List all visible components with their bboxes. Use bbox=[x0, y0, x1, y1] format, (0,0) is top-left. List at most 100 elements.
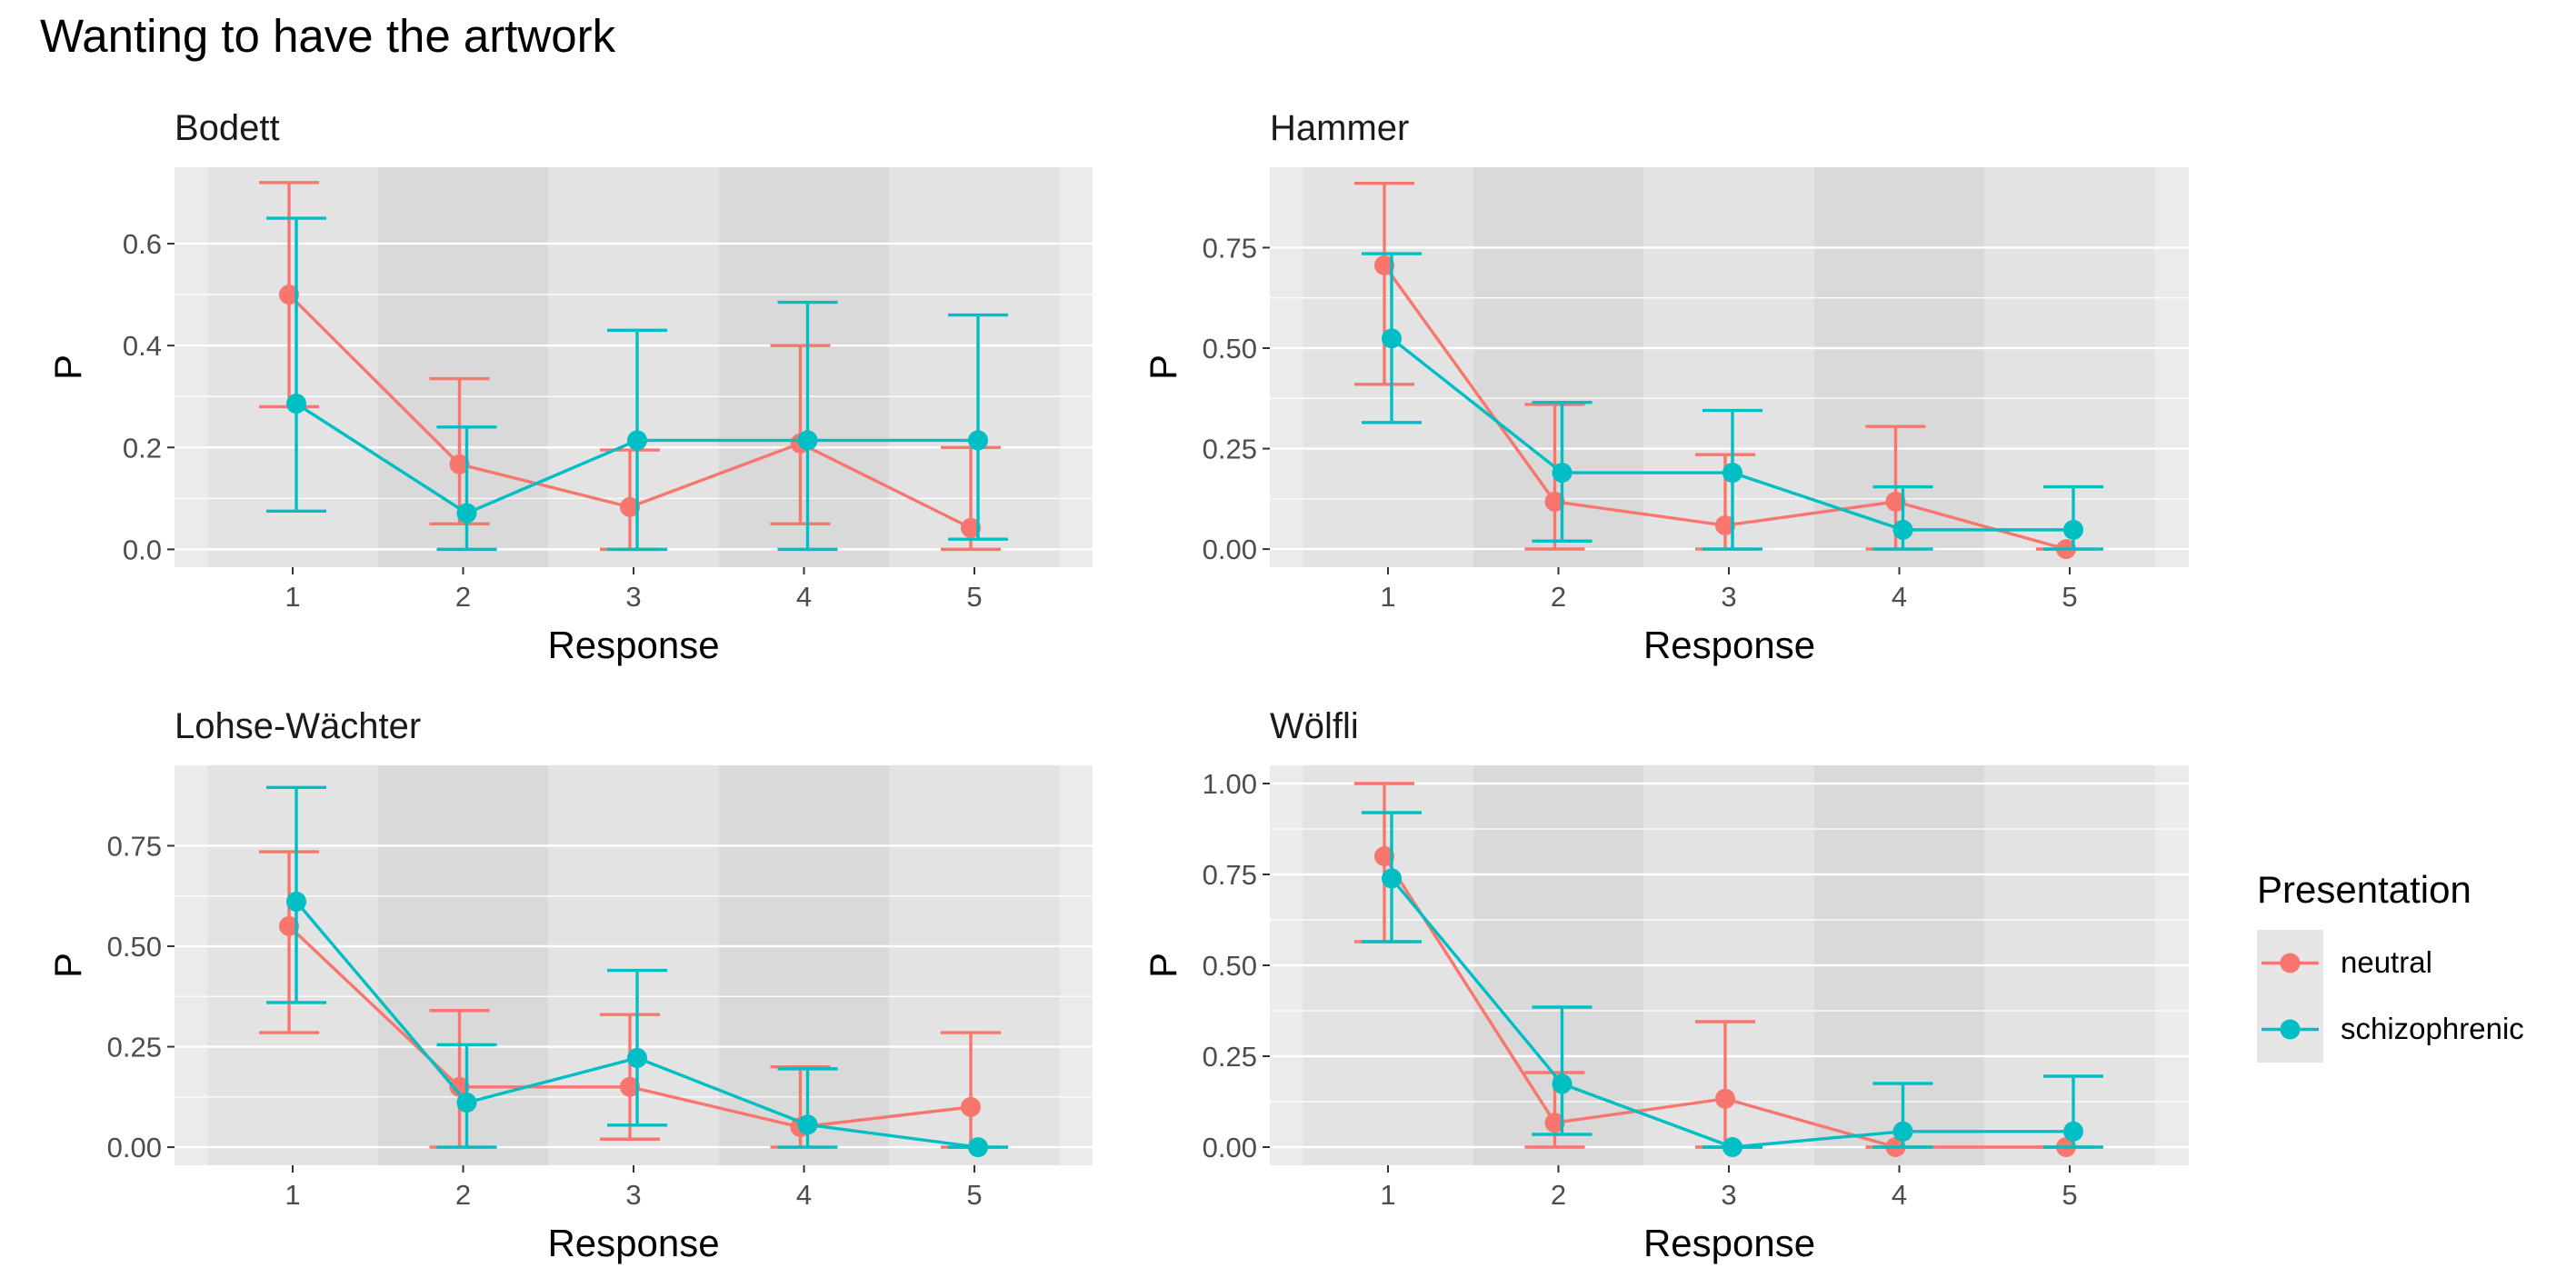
panel-w-lfli: 0.00 0.25 0.50 0.75 1.00 1 2 3 4 5 Wölfli Response P bbox=[1142, 706, 2189, 1264]
legend-title: Presentation bbox=[2257, 868, 2471, 911]
x-tick-label: 3 bbox=[625, 1179, 641, 1211]
data-point bbox=[961, 517, 981, 538]
data-point bbox=[627, 430, 647, 451]
data-point bbox=[1715, 515, 1735, 536]
data-point bbox=[1892, 519, 1913, 540]
category-band bbox=[718, 167, 890, 567]
y-tick-label: 0.25 bbox=[1203, 1041, 1257, 1073]
data-point bbox=[279, 285, 299, 305]
x-axis-title: Response bbox=[547, 1222, 719, 1264]
data-point bbox=[1374, 255, 1394, 275]
data-point bbox=[620, 496, 640, 517]
facet-title: Hammer bbox=[1270, 108, 1409, 148]
y-tick-label: 0.25 bbox=[1203, 434, 1257, 465]
data-point bbox=[286, 394, 306, 414]
legend-key-point bbox=[2280, 1019, 2301, 1040]
data-point bbox=[456, 503, 477, 524]
data-point bbox=[968, 1137, 988, 1158]
x-tick-label: 2 bbox=[455, 581, 471, 613]
category-band bbox=[548, 765, 719, 1165]
panel-lohse-w-chter: 0.00 0.25 0.50 0.75 1 2 3 4 5 Lohse-Wächter Respon… bbox=[46, 706, 1093, 1264]
x-axis-title: Response bbox=[1643, 624, 1815, 666]
y-tick-label: 0.50 bbox=[1203, 950, 1257, 982]
data-point bbox=[627, 1047, 647, 1068]
data-point bbox=[279, 915, 299, 936]
panels: 0.0 0.2 0.4 0.6 1 2 3 4 5 Bodett Response P 0.00 0.25… bbox=[46, 108, 2189, 1264]
y-tick-label: 0.0 bbox=[123, 534, 162, 565]
y-tick-label: 0.00 bbox=[107, 1132, 162, 1163]
data-point bbox=[1722, 1137, 1742, 1157]
x-axis-title: Response bbox=[1643, 1222, 1815, 1264]
x-tick-label: 5 bbox=[966, 581, 982, 613]
x-tick-label: 3 bbox=[625, 581, 641, 613]
data-point bbox=[1374, 846, 1394, 866]
x-axis-title: Response bbox=[547, 624, 719, 666]
y-tick-label: 0.00 bbox=[1203, 1132, 1257, 1163]
x-tick-label: 2 bbox=[1551, 581, 1566, 613]
data-point bbox=[449, 1076, 470, 1097]
data-point bbox=[1552, 463, 1573, 484]
y-tick-label: 0.4 bbox=[123, 330, 162, 362]
data-point bbox=[620, 1076, 640, 1097]
category-band bbox=[377, 167, 549, 567]
data-point bbox=[1544, 1113, 1565, 1133]
legend-label: neutral bbox=[2341, 945, 2432, 979]
x-tick-label: 1 bbox=[1380, 1179, 1395, 1211]
facet-title: Wölfli bbox=[1270, 706, 1359, 746]
legend: Presentation neutral schizophrenic bbox=[2257, 868, 2524, 1063]
series-schizophrenic bbox=[266, 216, 1008, 552]
data-point bbox=[1715, 1088, 1735, 1109]
data-point bbox=[1552, 1073, 1573, 1094]
x-tick-label: 3 bbox=[1721, 1179, 1736, 1211]
category-band bbox=[1984, 167, 2155, 567]
x-tick-label: 4 bbox=[1892, 581, 1907, 613]
panel-hammer: 0.00 0.25 0.50 0.75 1 2 3 4 5 Hammer Response P bbox=[1142, 108, 2189, 666]
legend-item-neutral: neutral bbox=[2257, 930, 2432, 996]
legend-item-schizophrenic: schizophrenic bbox=[2257, 996, 2524, 1063]
x-tick-label: 5 bbox=[2062, 1179, 2077, 1211]
y-tick-label: 0.25 bbox=[107, 1032, 162, 1063]
x-tick-label: 4 bbox=[796, 1179, 812, 1211]
category-band bbox=[1643, 167, 1814, 567]
x-tick-label: 2 bbox=[455, 1179, 471, 1211]
data-point bbox=[449, 454, 470, 474]
category-band bbox=[207, 167, 378, 567]
y-axis-title: P bbox=[46, 953, 89, 978]
x-tick-label: 1 bbox=[285, 581, 300, 613]
data-point bbox=[1722, 463, 1742, 484]
y-tick-label: 0.75 bbox=[107, 830, 162, 862]
y-tick-label: 0.75 bbox=[1203, 859, 1257, 891]
x-tick-label: 4 bbox=[796, 581, 812, 613]
facet-title: Bodett bbox=[175, 108, 280, 148]
y-tick-label: 0.00 bbox=[1203, 534, 1257, 565]
facet-title: Lohse-Wächter bbox=[175, 706, 421, 746]
series-schizophrenic bbox=[1362, 811, 2103, 1157]
y-tick-label: 0.75 bbox=[1203, 232, 1257, 264]
legend-label: schizophrenic bbox=[2341, 1012, 2524, 1045]
figure-title: Wanting to have the artwork bbox=[40, 10, 616, 62]
x-tick-label: 4 bbox=[1892, 1179, 1907, 1211]
legend-key-point bbox=[2280, 953, 2301, 973]
y-axis-title: P bbox=[46, 354, 89, 380]
y-tick-label: 1.00 bbox=[1203, 768, 1257, 800]
category-band bbox=[889, 167, 1060, 567]
x-tick-label: 5 bbox=[966, 1179, 982, 1211]
data-point bbox=[797, 1114, 818, 1135]
data-point bbox=[1885, 491, 1906, 512]
data-point bbox=[456, 1093, 477, 1113]
series-schizophrenic bbox=[266, 785, 1008, 1158]
data-point bbox=[968, 430, 988, 451]
data-point bbox=[961, 1096, 981, 1117]
data-point bbox=[1544, 491, 1565, 512]
x-tick-label: 3 bbox=[1721, 581, 1736, 613]
y-tick-label: 0.6 bbox=[123, 228, 162, 260]
data-point bbox=[286, 891, 306, 912]
series-schizophrenic bbox=[1362, 252, 2103, 551]
data-point bbox=[1382, 328, 1402, 349]
data-point bbox=[1892, 1121, 1913, 1142]
x-tick-label: 1 bbox=[285, 1179, 300, 1211]
category-band bbox=[718, 765, 890, 1165]
data-point bbox=[797, 430, 818, 451]
y-axis-title: P bbox=[1142, 354, 1184, 380]
